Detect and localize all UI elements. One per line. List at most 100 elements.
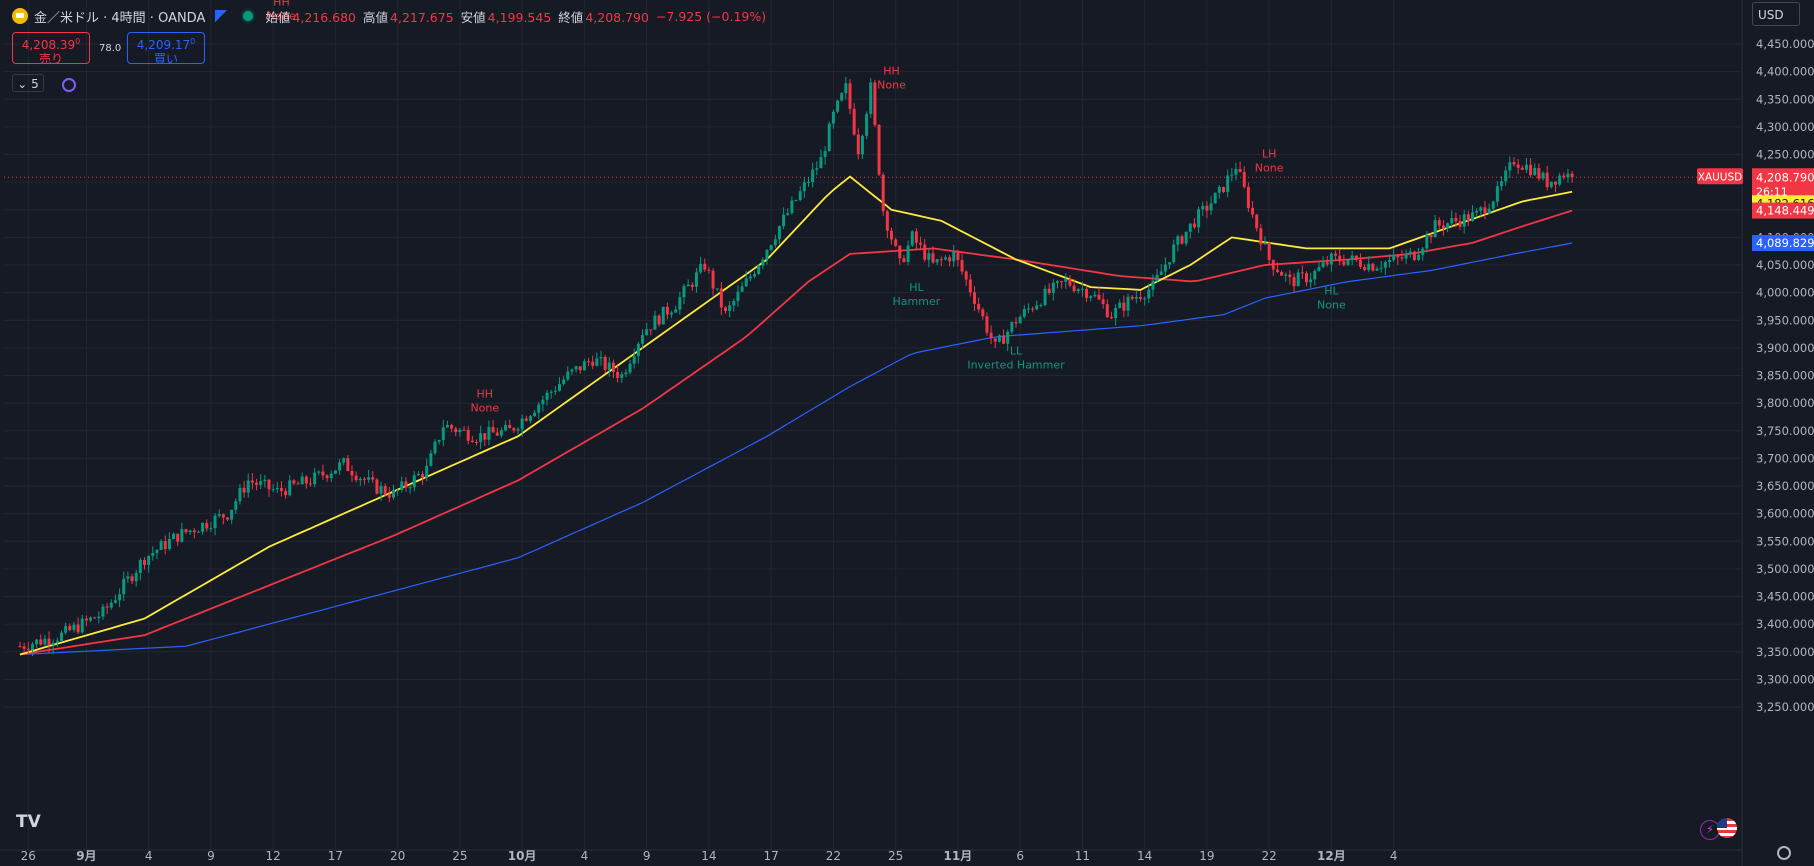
candle-body <box>865 113 869 136</box>
candle-body <box>159 541 163 550</box>
candle-body <box>1450 217 1454 224</box>
annotation-sub: None <box>267 9 296 22</box>
candle-body <box>649 329 653 331</box>
candle-body <box>134 572 138 582</box>
candle-body <box>973 292 976 304</box>
candle-body <box>558 383 561 391</box>
y-tick-label: 3,750.000 <box>1756 424 1814 438</box>
candle-body <box>205 522 209 529</box>
candle-body <box>1006 331 1010 344</box>
candle-body <box>80 618 84 633</box>
candle-body <box>255 482 259 485</box>
y-tick-label: 4,400.000 <box>1756 65 1814 79</box>
candle-body <box>1143 298 1147 300</box>
candle-body <box>176 533 180 542</box>
annotation-label: LH <box>1262 147 1276 160</box>
candle-body <box>1222 186 1225 192</box>
candle-body <box>1076 289 1080 291</box>
candle-body <box>1500 181 1504 187</box>
candle-body <box>549 391 553 393</box>
x-tick-label: 25 <box>452 849 467 863</box>
candle-body <box>1043 288 1047 305</box>
candle-body <box>450 424 454 429</box>
candle-body <box>1180 236 1184 244</box>
candle-body <box>1512 162 1516 165</box>
candle-body <box>284 490 288 496</box>
candle-body <box>690 284 694 287</box>
candle-body <box>126 576 130 579</box>
candle-body <box>1529 164 1533 176</box>
candle-body <box>873 82 877 125</box>
annotation-label: HH <box>273 0 290 8</box>
candle-body <box>968 279 972 293</box>
candle-body <box>51 642 55 645</box>
candle-body <box>923 244 927 260</box>
candle-body <box>736 291 740 301</box>
y-tick-label: 3,900.000 <box>1756 341 1814 355</box>
candle-body <box>1251 207 1255 215</box>
tradingview-logo-icon[interactable]: TV <box>16 812 41 832</box>
candle-body <box>292 480 296 484</box>
candle-body <box>1139 297 1142 299</box>
candle-body <box>703 263 707 270</box>
flag-icon[interactable] <box>215 10 228 22</box>
ema-long-line <box>19 242 1573 656</box>
candle-body <box>180 529 184 542</box>
candle-body <box>304 476 308 484</box>
candle-body <box>919 242 923 245</box>
candle-body <box>329 473 333 479</box>
candle-body <box>553 390 557 392</box>
price-axis[interactable]: 3,250.000 3,300.000 3,350.000 3,400.000 3,45… <box>1756 37 1814 714</box>
candle-body <box>956 250 960 261</box>
sell-button[interactable]: 4,208.390 売り <box>12 32 90 66</box>
candle-body <box>1545 172 1549 188</box>
buy-button[interactable]: 4,209.170 買い <box>127 32 205 66</box>
time-axis[interactable]: 26 9月 4 9 12 17 20 25 10月 4 9 14 17 22 25 11月 6 11 14 19 22 1… <box>21 849 1398 863</box>
candle-body <box>1238 168 1242 172</box>
candle-body <box>47 638 51 645</box>
candle-body <box>147 555 151 565</box>
x-tick-label: 11月 <box>944 849 973 863</box>
y-tick-label: 3,250.000 <box>1756 700 1814 714</box>
candle-body <box>570 369 574 372</box>
symbol-title[interactable]: 金／米ドル · 4時間 · OANDA <box>34 10 206 26</box>
candle-body <box>620 374 624 378</box>
candle-body <box>935 259 939 263</box>
candle-body <box>906 245 910 262</box>
indicators-toggle[interactable]: ⌄ 5 <box>12 74 44 92</box>
candle-body <box>1475 210 1479 213</box>
currency-select[interactable]: USD <box>1752 2 1800 26</box>
candle-body <box>1047 288 1051 293</box>
ohlc-open: 始値 4,216.680 <box>265 9 357 25</box>
candle-body <box>1537 167 1541 179</box>
candle-body <box>1284 274 1288 276</box>
candle-body <box>848 83 852 109</box>
settings-icon[interactable] <box>1777 846 1791 860</box>
candle-body <box>977 303 981 310</box>
indicator-icon[interactable] <box>62 78 76 92</box>
candle-body <box>238 487 242 502</box>
candle-body <box>765 249 769 260</box>
candle-body <box>209 528 213 530</box>
candle-body <box>138 559 142 573</box>
candle-body <box>1479 207 1483 211</box>
candle-body <box>1309 279 1313 283</box>
candle-body <box>1524 164 1528 170</box>
candle-body <box>989 332 993 339</box>
gold-logo-icon <box>12 8 28 24</box>
candle-body <box>993 338 997 342</box>
candle-body <box>1313 270 1317 280</box>
candle-body <box>902 258 906 262</box>
candle-body <box>22 646 26 649</box>
candle-body <box>491 427 495 433</box>
candle-body <box>661 306 665 325</box>
candle-body <box>508 424 512 429</box>
candle-body <box>952 250 956 262</box>
chevron-down-icon: ⌄ <box>17 77 28 91</box>
us-flag-icon[interactable] <box>1717 818 1737 838</box>
candle-body <box>512 428 516 431</box>
ema-value-bg <box>1752 234 1814 251</box>
candle-body <box>753 273 757 277</box>
ema-value-label: 4,148.449 <box>1756 204 1814 218</box>
